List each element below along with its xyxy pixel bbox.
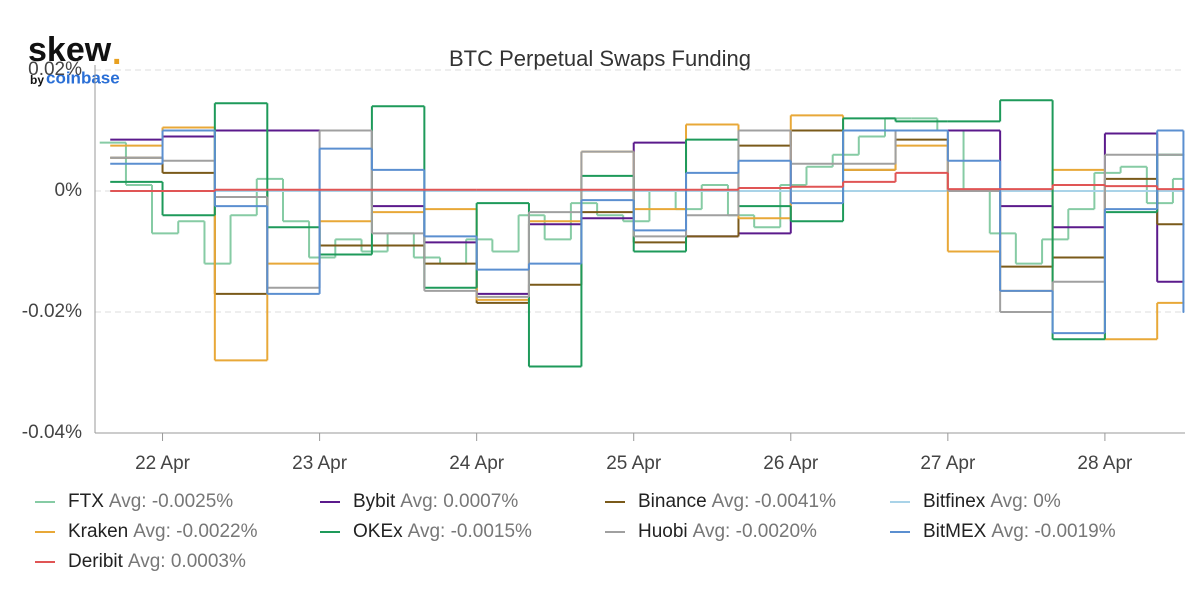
logo-by: by bbox=[30, 73, 44, 87]
logo-dot: . bbox=[112, 34, 121, 72]
x-tick-label: 27 Apr bbox=[920, 453, 976, 474]
legend-label: Bybit Avg: 0.0007% bbox=[353, 491, 518, 512]
y-tick-label: 0% bbox=[55, 180, 83, 201]
logo-brand: coinbase bbox=[46, 68, 120, 87]
legend-label: Binance Avg: -0.0041% bbox=[638, 491, 836, 512]
legend-name: Bitfinex bbox=[923, 491, 986, 512]
y-tick-label: 0.02% bbox=[28, 59, 82, 80]
legend-avg: Avg: 0.0003% bbox=[128, 551, 246, 572]
legend-avg: Avg: -0.0020% bbox=[693, 521, 817, 542]
chart-title: BTC Perpetual Swaps Funding bbox=[449, 46, 751, 71]
line-end bbox=[1182, 311, 1185, 313]
x-tick-label: 22 Apr bbox=[135, 453, 191, 474]
series-line bbox=[110, 171, 1185, 192]
legend-name: Deribit bbox=[68, 551, 124, 572]
legend-avg: Avg: -0.0022% bbox=[133, 521, 257, 542]
x-tick-label: 24 Apr bbox=[449, 453, 505, 474]
legend-avg: Avg: -0.0041% bbox=[712, 491, 836, 512]
legend-name: FTX bbox=[68, 491, 104, 512]
legend-avg: Avg: 0.0007% bbox=[400, 491, 518, 512]
y-tick-label: -0.04% bbox=[22, 422, 82, 443]
line-end bbox=[1182, 188, 1185, 191]
legend-name: Binance bbox=[638, 491, 707, 512]
legend-avg: Avg: -0.0015% bbox=[408, 521, 532, 542]
legend-label: Bitfinex Avg: 0% bbox=[923, 491, 1061, 512]
legend-avg: Avg: 0% bbox=[990, 491, 1061, 512]
series-line bbox=[110, 129, 1185, 295]
legend-avg: Avg: -0.0025% bbox=[109, 491, 233, 512]
series-line bbox=[110, 99, 1185, 368]
y-tick-label: -0.02% bbox=[22, 301, 82, 322]
legend-name: BitMEX bbox=[923, 521, 987, 542]
series-line bbox=[110, 114, 1185, 362]
x-tick-label: 25 Apr bbox=[606, 453, 662, 474]
legend-name: OKEx bbox=[353, 521, 403, 542]
legend-label: BitMEX Avg: -0.0019% bbox=[923, 521, 1116, 542]
legend-name: Huobi bbox=[638, 521, 688, 542]
legend-label: Huobi Avg: -0.0020% bbox=[638, 521, 817, 542]
x-tick-label: 23 Apr bbox=[292, 453, 348, 474]
legend-label: Deribit Avg: 0.0003% bbox=[68, 551, 246, 572]
legend-label: Kraken Avg: -0.0022% bbox=[68, 521, 258, 542]
logo-name: skew bbox=[28, 31, 112, 69]
x-tick-label: 26 Apr bbox=[763, 453, 819, 474]
x-tick-label: 28 Apr bbox=[1077, 453, 1133, 474]
legend-label: FTX Avg: -0.0025% bbox=[68, 491, 233, 512]
legend-name: Kraken bbox=[68, 521, 128, 542]
series-line bbox=[110, 129, 1185, 335]
legend-label: OKEx Avg: -0.0015% bbox=[353, 521, 532, 542]
series-line bbox=[110, 129, 1185, 304]
legend-name: Bybit bbox=[353, 491, 396, 512]
legend-avg: Avg: -0.0019% bbox=[991, 521, 1115, 542]
